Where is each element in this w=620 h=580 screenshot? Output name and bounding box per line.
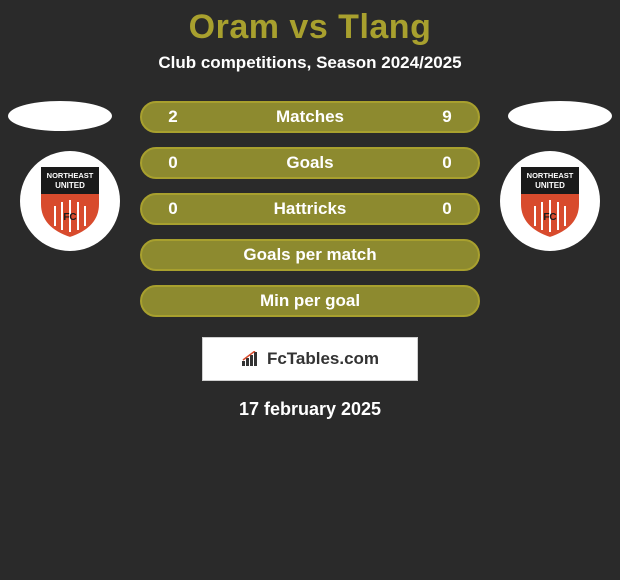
stat-right-value: 0 [432,153,462,173]
logo-text-top: NORTHEAST [47,171,94,180]
stat-left-value: 0 [158,199,188,219]
stat-left-value: 0 [158,153,188,173]
fctables-badge: FcTables.com [202,337,418,381]
team-shield-icon: NORTHEAST UNITED FC [515,162,585,240]
logo-text-bottom: UNITED [535,181,565,190]
svg-text:FC: FC [543,212,556,223]
stats-list: 2 Matches 9 0 Goals 0 0 Hattricks 0 Goal… [140,101,480,317]
stat-row: 2 Matches 9 [140,101,480,133]
subtitle: Club competitions, Season 2024/2025 [0,53,620,73]
stat-left-value: 2 [158,107,188,127]
logo-text-top: NORTHEAST [527,171,574,180]
date-text: 17 february 2025 [0,399,620,420]
svg-text:FC: FC [63,212,76,223]
bar-chart-icon [241,351,261,367]
player-ellipse-left [8,101,112,131]
stat-row: Min per goal [140,285,480,317]
stat-label: Min per goal [188,291,432,311]
team-shield-icon: NORTHEAST UNITED FC [35,162,105,240]
stat-row: 0 Hattricks 0 [140,193,480,225]
stat-right-value: 0 [432,199,462,219]
stat-label: Hattricks [188,199,432,219]
stat-label: Matches [188,107,432,127]
page-title: Oram vs Tlang [0,0,620,47]
team-logo-left: NORTHEAST UNITED FC [20,151,120,251]
team-logo-right: NORTHEAST UNITED FC [500,151,600,251]
fctables-label: FcTables.com [267,349,379,369]
logo-text-bottom: UNITED [55,181,85,190]
stat-label: Goals [188,153,432,173]
stat-row: 0 Goals 0 [140,147,480,179]
stat-right-value: 9 [432,107,462,127]
stat-row: Goals per match [140,239,480,271]
stat-label: Goals per match [188,245,432,265]
player-ellipse-right [508,101,612,131]
comparison-panel: NORTHEAST UNITED FC NORTHEAST UNITED FC [0,101,620,420]
